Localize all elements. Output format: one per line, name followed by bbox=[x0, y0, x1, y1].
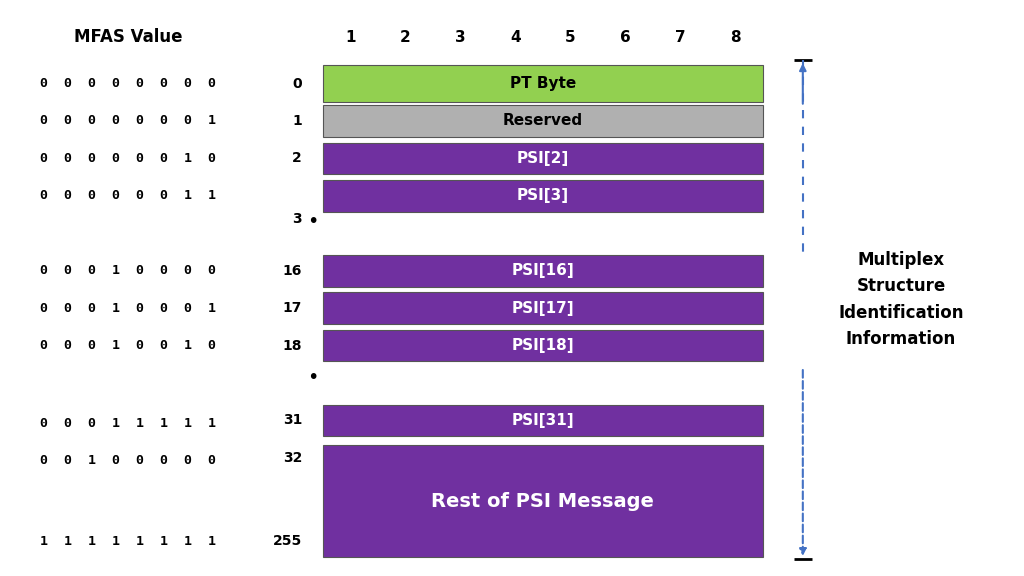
Text: PSI[16]: PSI[16] bbox=[511, 263, 574, 278]
Text: 5: 5 bbox=[565, 30, 575, 45]
Text: 0  0  0  1  0  0  1  0: 0 0 0 1 0 0 1 0 bbox=[40, 339, 216, 352]
Text: PSI[18]: PSI[18] bbox=[511, 338, 574, 353]
Text: 8: 8 bbox=[730, 30, 740, 45]
Text: 2: 2 bbox=[292, 151, 302, 165]
Text: 18: 18 bbox=[283, 339, 302, 353]
Text: 31: 31 bbox=[283, 414, 302, 427]
Text: 0: 0 bbox=[293, 77, 302, 90]
Text: PSI[31]: PSI[31] bbox=[511, 413, 574, 428]
Text: 0  0  0  0  0  0  0  1: 0 0 0 0 0 0 0 1 bbox=[40, 115, 216, 127]
Text: 255: 255 bbox=[272, 535, 302, 548]
Text: 16: 16 bbox=[283, 264, 302, 278]
Bar bbox=[323, 143, 763, 175]
Bar bbox=[323, 255, 763, 286]
Bar bbox=[323, 404, 763, 437]
Text: 1: 1 bbox=[345, 30, 355, 45]
Text: PSI[17]: PSI[17] bbox=[511, 301, 574, 316]
Text: PSI[2]: PSI[2] bbox=[516, 151, 569, 166]
Text: 4: 4 bbox=[510, 30, 520, 45]
Text: 0  0  0  0  0  0  0  0: 0 0 0 0 0 0 0 0 bbox=[40, 77, 216, 90]
Text: MFAS Value: MFAS Value bbox=[74, 28, 182, 47]
Text: •: • bbox=[306, 368, 318, 386]
Text: 1: 1 bbox=[292, 114, 302, 128]
Text: 3: 3 bbox=[293, 212, 302, 226]
Text: •: • bbox=[306, 213, 318, 231]
Text: Reserved: Reserved bbox=[503, 113, 583, 128]
Bar bbox=[323, 293, 763, 324]
Text: 0  0  0  0  0  0  1  0: 0 0 0 0 0 0 1 0 bbox=[40, 152, 216, 165]
Text: 0  0  0  1  1  1  1  1: 0 0 0 1 1 1 1 1 bbox=[40, 417, 216, 430]
Text: 0  0  1  0  0  0  0  0: 0 0 1 0 0 0 0 0 bbox=[40, 454, 216, 467]
Bar bbox=[323, 180, 763, 211]
Text: 1  1  1  1  1  1  1  1: 1 1 1 1 1 1 1 1 bbox=[40, 535, 216, 548]
Bar bbox=[323, 445, 763, 558]
Text: 32: 32 bbox=[283, 451, 302, 465]
Bar bbox=[323, 105, 763, 137]
Text: 7: 7 bbox=[675, 30, 686, 45]
Text: 0  0  0  0  0  0  1  1: 0 0 0 0 0 0 1 1 bbox=[40, 190, 216, 202]
Text: 0  0  0  1  0  0  0  0: 0 0 0 1 0 0 0 0 bbox=[40, 264, 216, 277]
Bar bbox=[323, 329, 763, 362]
Bar bbox=[323, 65, 763, 103]
Text: Multiplex
Structure
Identification
Information: Multiplex Structure Identification Infor… bbox=[839, 251, 964, 348]
Text: 17: 17 bbox=[283, 301, 302, 315]
Text: 6: 6 bbox=[620, 30, 631, 45]
Text: 0  0  0  1  0  0  0  1: 0 0 0 1 0 0 0 1 bbox=[40, 302, 216, 314]
Text: Rest of PSI Message: Rest of PSI Message bbox=[431, 492, 654, 510]
Text: 3: 3 bbox=[455, 30, 466, 45]
Text: PT Byte: PT Byte bbox=[510, 76, 575, 91]
Text: PSI[3]: PSI[3] bbox=[517, 188, 568, 203]
Text: 2: 2 bbox=[399, 30, 411, 45]
